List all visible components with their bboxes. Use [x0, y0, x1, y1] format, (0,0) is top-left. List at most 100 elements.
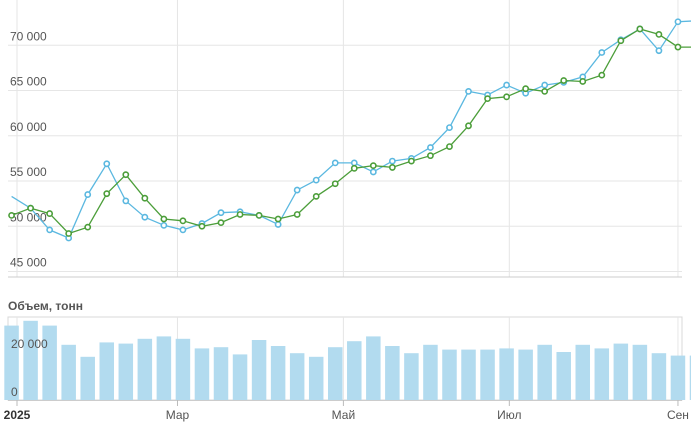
price-point	[255, 211, 263, 219]
price-point	[198, 222, 206, 230]
volume-bar	[442, 349, 457, 400]
volume-bar	[42, 325, 57, 400]
volume-bar	[232, 354, 248, 400]
price-y-tick-label: 70 000	[10, 29, 47, 43]
volume-bar	[613, 343, 629, 400]
price-point	[541, 88, 549, 95]
x-tick-label: Май	[332, 408, 356, 422]
price-point	[236, 211, 244, 218]
volume-bar	[308, 356, 324, 400]
price-y-tick-label: 65 000	[10, 75, 47, 89]
price-point	[598, 49, 606, 56]
price-point	[655, 30, 663, 38]
volume-y-tick-label: 0	[11, 385, 18, 399]
price-point	[179, 226, 187, 234]
price-point	[274, 221, 282, 228]
price-point	[388, 157, 396, 165]
volume-title: Объем, тонн	[8, 299, 83, 313]
volume-y-tick-labels: 0 20 000	[11, 337, 48, 399]
price-point	[160, 215, 168, 223]
price-series	[8, 18, 691, 242]
price-point	[579, 78, 587, 85]
price-point	[427, 144, 434, 151]
x-tick-label: 2025	[4, 408, 31, 422]
price-y-tick-label: 50 000	[10, 210, 47, 224]
volume-bar	[156, 336, 172, 400]
x-tick-label: Сен	[667, 408, 689, 422]
price-point	[8, 211, 15, 219]
volume-bar	[270, 346, 286, 400]
volume-y-tick-label: 20 000	[11, 337, 48, 351]
volume-bar	[499, 348, 514, 400]
price-point	[46, 226, 54, 234]
price-point	[465, 88, 472, 95]
volume-bar	[23, 320, 38, 400]
volume-bar	[423, 344, 438, 400]
price-point	[179, 217, 187, 225]
price-point	[293, 211, 301, 218]
price-point	[674, 43, 682, 51]
price-point	[465, 122, 472, 130]
price-point	[427, 152, 434, 160]
volume-panel: Объем, тонн 0 20 000	[4, 299, 691, 401]
volume-bar	[175, 338, 191, 400]
price-point	[312, 176, 320, 184]
volume-bar	[80, 356, 95, 400]
price-point	[522, 85, 530, 93]
price-point	[655, 47, 663, 55]
price-point	[369, 168, 377, 176]
volume-bar	[632, 344, 648, 400]
price-point	[541, 81, 549, 89]
price-point	[84, 191, 92, 198]
volume-bar	[347, 341, 362, 400]
price-point	[46, 210, 54, 217]
price-point	[446, 124, 453, 132]
volume-bar	[289, 353, 305, 400]
price-panel: 45 000 50 000 55 000 60 000 65 000 70 000	[8, 0, 691, 278]
volume-bar	[651, 353, 667, 400]
volume-bar	[61, 344, 76, 400]
volume-bar	[4, 325, 19, 400]
price-point	[122, 197, 130, 205]
price-y-tick-label: 55 000	[10, 165, 47, 179]
price-point	[217, 219, 225, 227]
price-point	[160, 221, 168, 229]
volume-bar	[213, 347, 229, 400]
volume-bar	[327, 347, 343, 400]
price-point	[27, 204, 34, 212]
price-point	[503, 93, 510, 101]
price-point	[369, 162, 377, 170]
price-point	[598, 71, 606, 79]
price-point	[141, 194, 149, 202]
x-tick-label: Июл	[497, 408, 521, 422]
volume-bar	[194, 348, 210, 400]
volume-bar	[556, 352, 571, 400]
volume-bar	[366, 336, 381, 400]
price-point	[293, 186, 301, 194]
price-point	[636, 25, 644, 33]
price-point	[503, 81, 510, 89]
x-tick-label: Мар	[166, 408, 190, 422]
price-point	[122, 171, 130, 179]
price-point	[141, 213, 149, 221]
price-point	[103, 190, 111, 198]
price-point	[446, 143, 453, 151]
price-point	[274, 215, 282, 223]
price-plot-area	[8, 0, 682, 277]
price-y-tick-label: 60 000	[10, 120, 47, 134]
volume-bar	[251, 340, 267, 400]
volume-bar	[594, 348, 610, 400]
price-point	[331, 159, 339, 167]
volume-bar	[575, 344, 591, 400]
price-point	[617, 37, 625, 45]
price-point	[103, 160, 111, 168]
volume-bar	[461, 349, 476, 400]
volume-bar	[537, 344, 552, 400]
price-point	[84, 223, 92, 231]
price-point	[407, 157, 415, 165]
price-point	[65, 230, 73, 237]
price-y-tick-label: 45 000	[10, 256, 47, 270]
volume-bar	[480, 349, 495, 400]
price-point	[350, 159, 358, 167]
